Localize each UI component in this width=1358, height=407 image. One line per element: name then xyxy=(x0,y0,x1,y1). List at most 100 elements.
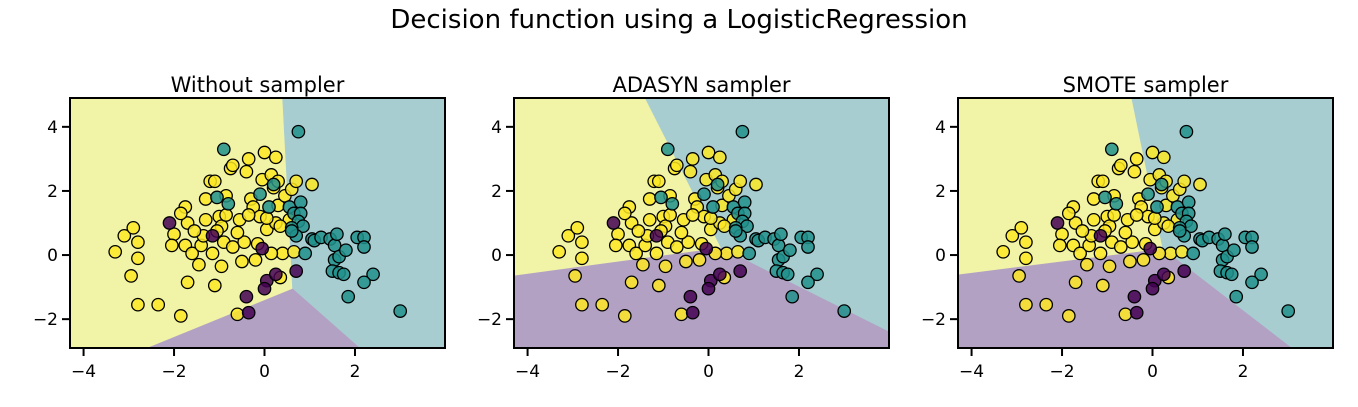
data-point-class-1 xyxy=(801,275,815,290)
data-point-class-0 xyxy=(1156,267,1171,282)
data-point-class-2 xyxy=(1145,145,1160,160)
decision-region-class-0 xyxy=(514,247,889,348)
data-point-class-1 xyxy=(357,275,371,290)
data-point-class-2 xyxy=(669,240,684,254)
data-point-class-2 xyxy=(642,212,657,227)
data-point-class-2 xyxy=(1134,200,1149,214)
data-point-class-2 xyxy=(1170,212,1185,227)
data-point-class-1 xyxy=(287,206,301,221)
data-point-class-1 xyxy=(1179,214,1194,229)
data-point-class-2 xyxy=(164,238,179,253)
data-point-class-1 xyxy=(293,206,308,221)
decision-region-class-1 xyxy=(1131,98,1333,348)
data-point-class-1 xyxy=(1218,227,1232,242)
y-tick-label: 0 xyxy=(935,246,946,266)
data-point-class-2 xyxy=(1193,177,1207,192)
data-point-class-1 xyxy=(771,253,786,267)
data-point-class-2 xyxy=(1113,240,1128,254)
decision-region-class-2 xyxy=(958,98,1164,276)
data-point-class-1 xyxy=(1220,265,1234,280)
data-point-class-0 xyxy=(701,281,716,296)
data-point-class-1 xyxy=(298,246,313,261)
data-point-class-1 xyxy=(1150,200,1164,214)
data-point-class-1 xyxy=(731,206,745,221)
data-point-class-1 xyxy=(735,214,750,229)
data-point-class-2 xyxy=(1066,238,1081,253)
data-point-class-1 xyxy=(393,304,408,318)
data-point-class-2 xyxy=(1068,275,1083,290)
x-tick-label: −4 xyxy=(71,362,96,382)
decision-region-class-2 xyxy=(70,98,293,348)
data-point-class-1 xyxy=(357,230,371,245)
data-point-class-2 xyxy=(658,259,673,274)
data-point-class-0 xyxy=(703,273,718,288)
data-point-class-2 xyxy=(264,246,279,261)
data-point-class-2 xyxy=(1102,219,1117,234)
data-point-class-1 xyxy=(737,195,752,210)
data-point-class-2 xyxy=(622,238,637,253)
data-point-class-1 xyxy=(837,304,852,318)
data-point-class-2 xyxy=(198,212,213,227)
data-point-class-1 xyxy=(794,230,809,245)
data-point-class-0 xyxy=(1127,289,1142,304)
data-point-class-2 xyxy=(225,240,240,254)
data-point-class-0 xyxy=(1177,264,1192,278)
data-point-class-2 xyxy=(178,200,193,214)
data-point-class-2 xyxy=(1082,238,1097,253)
x-tick-label: 2 xyxy=(794,362,805,382)
data-point-class-2 xyxy=(284,182,299,197)
data-point-class-1 xyxy=(785,289,800,304)
data-point-class-2 xyxy=(651,174,666,189)
data-point-class-0 xyxy=(241,305,256,320)
data-point-class-1 xyxy=(1254,267,1268,282)
data-point-class-2 xyxy=(681,235,696,250)
data-point-class-2 xyxy=(1086,212,1101,227)
data-point-class-2 xyxy=(1118,307,1133,322)
data-point-class-1 xyxy=(289,228,304,243)
data-point-class-2 xyxy=(631,224,646,238)
data-point-class-1 xyxy=(253,187,267,202)
data-point-class-2 xyxy=(1080,257,1094,272)
data-point-class-2 xyxy=(1039,297,1054,312)
data-point-class-1 xyxy=(314,230,328,245)
data-point-class-2 xyxy=(273,270,288,285)
data-point-class-2 xyxy=(257,145,272,160)
data-point-class-2 xyxy=(638,238,653,253)
y-tick-label: −2 xyxy=(477,310,502,330)
y-tick-label: 4 xyxy=(491,118,502,138)
data-point-class-2 xyxy=(244,192,258,206)
data-point-class-1 xyxy=(742,246,757,261)
data-point-class-2 xyxy=(1100,209,1115,224)
data-point-class-2 xyxy=(173,309,188,323)
data-point-class-2 xyxy=(1095,174,1110,189)
data-point-class-2 xyxy=(1019,235,1033,250)
x-tick-label: 0 xyxy=(259,362,270,382)
data-point-class-2 xyxy=(663,188,677,203)
y-tick-label: −2 xyxy=(33,310,58,330)
data-point-class-2 xyxy=(1136,253,1151,267)
data-point-class-0 xyxy=(699,241,714,256)
data-point-class-0 xyxy=(257,281,272,296)
data-point-class-0 xyxy=(162,216,177,230)
data-point-class-2 xyxy=(651,278,666,293)
data-point-class-1 xyxy=(1104,142,1119,157)
data-point-class-2 xyxy=(178,238,193,253)
data-point-class-2 xyxy=(622,200,637,214)
data-point-class-2 xyxy=(1118,225,1133,240)
data-point-class-2 xyxy=(180,216,195,230)
data-point-class-2 xyxy=(1005,228,1020,243)
data-point-class-2 xyxy=(1166,188,1180,203)
data-point-class-1 xyxy=(1202,230,1216,245)
data-point-class-2 xyxy=(266,180,281,195)
data-point-class-0 xyxy=(205,228,220,243)
data-point-class-2 xyxy=(1129,208,1144,222)
data-point-class-2 xyxy=(232,212,247,227)
y-tick-label: 4 xyxy=(935,118,946,138)
data-point-class-2 xyxy=(712,150,727,165)
data-point-class-1 xyxy=(1229,289,1244,304)
data-point-class-2 xyxy=(1147,211,1162,226)
data-point-class-2 xyxy=(253,209,267,224)
data-point-class-2 xyxy=(173,206,188,221)
data-point-class-1 xyxy=(737,206,752,221)
